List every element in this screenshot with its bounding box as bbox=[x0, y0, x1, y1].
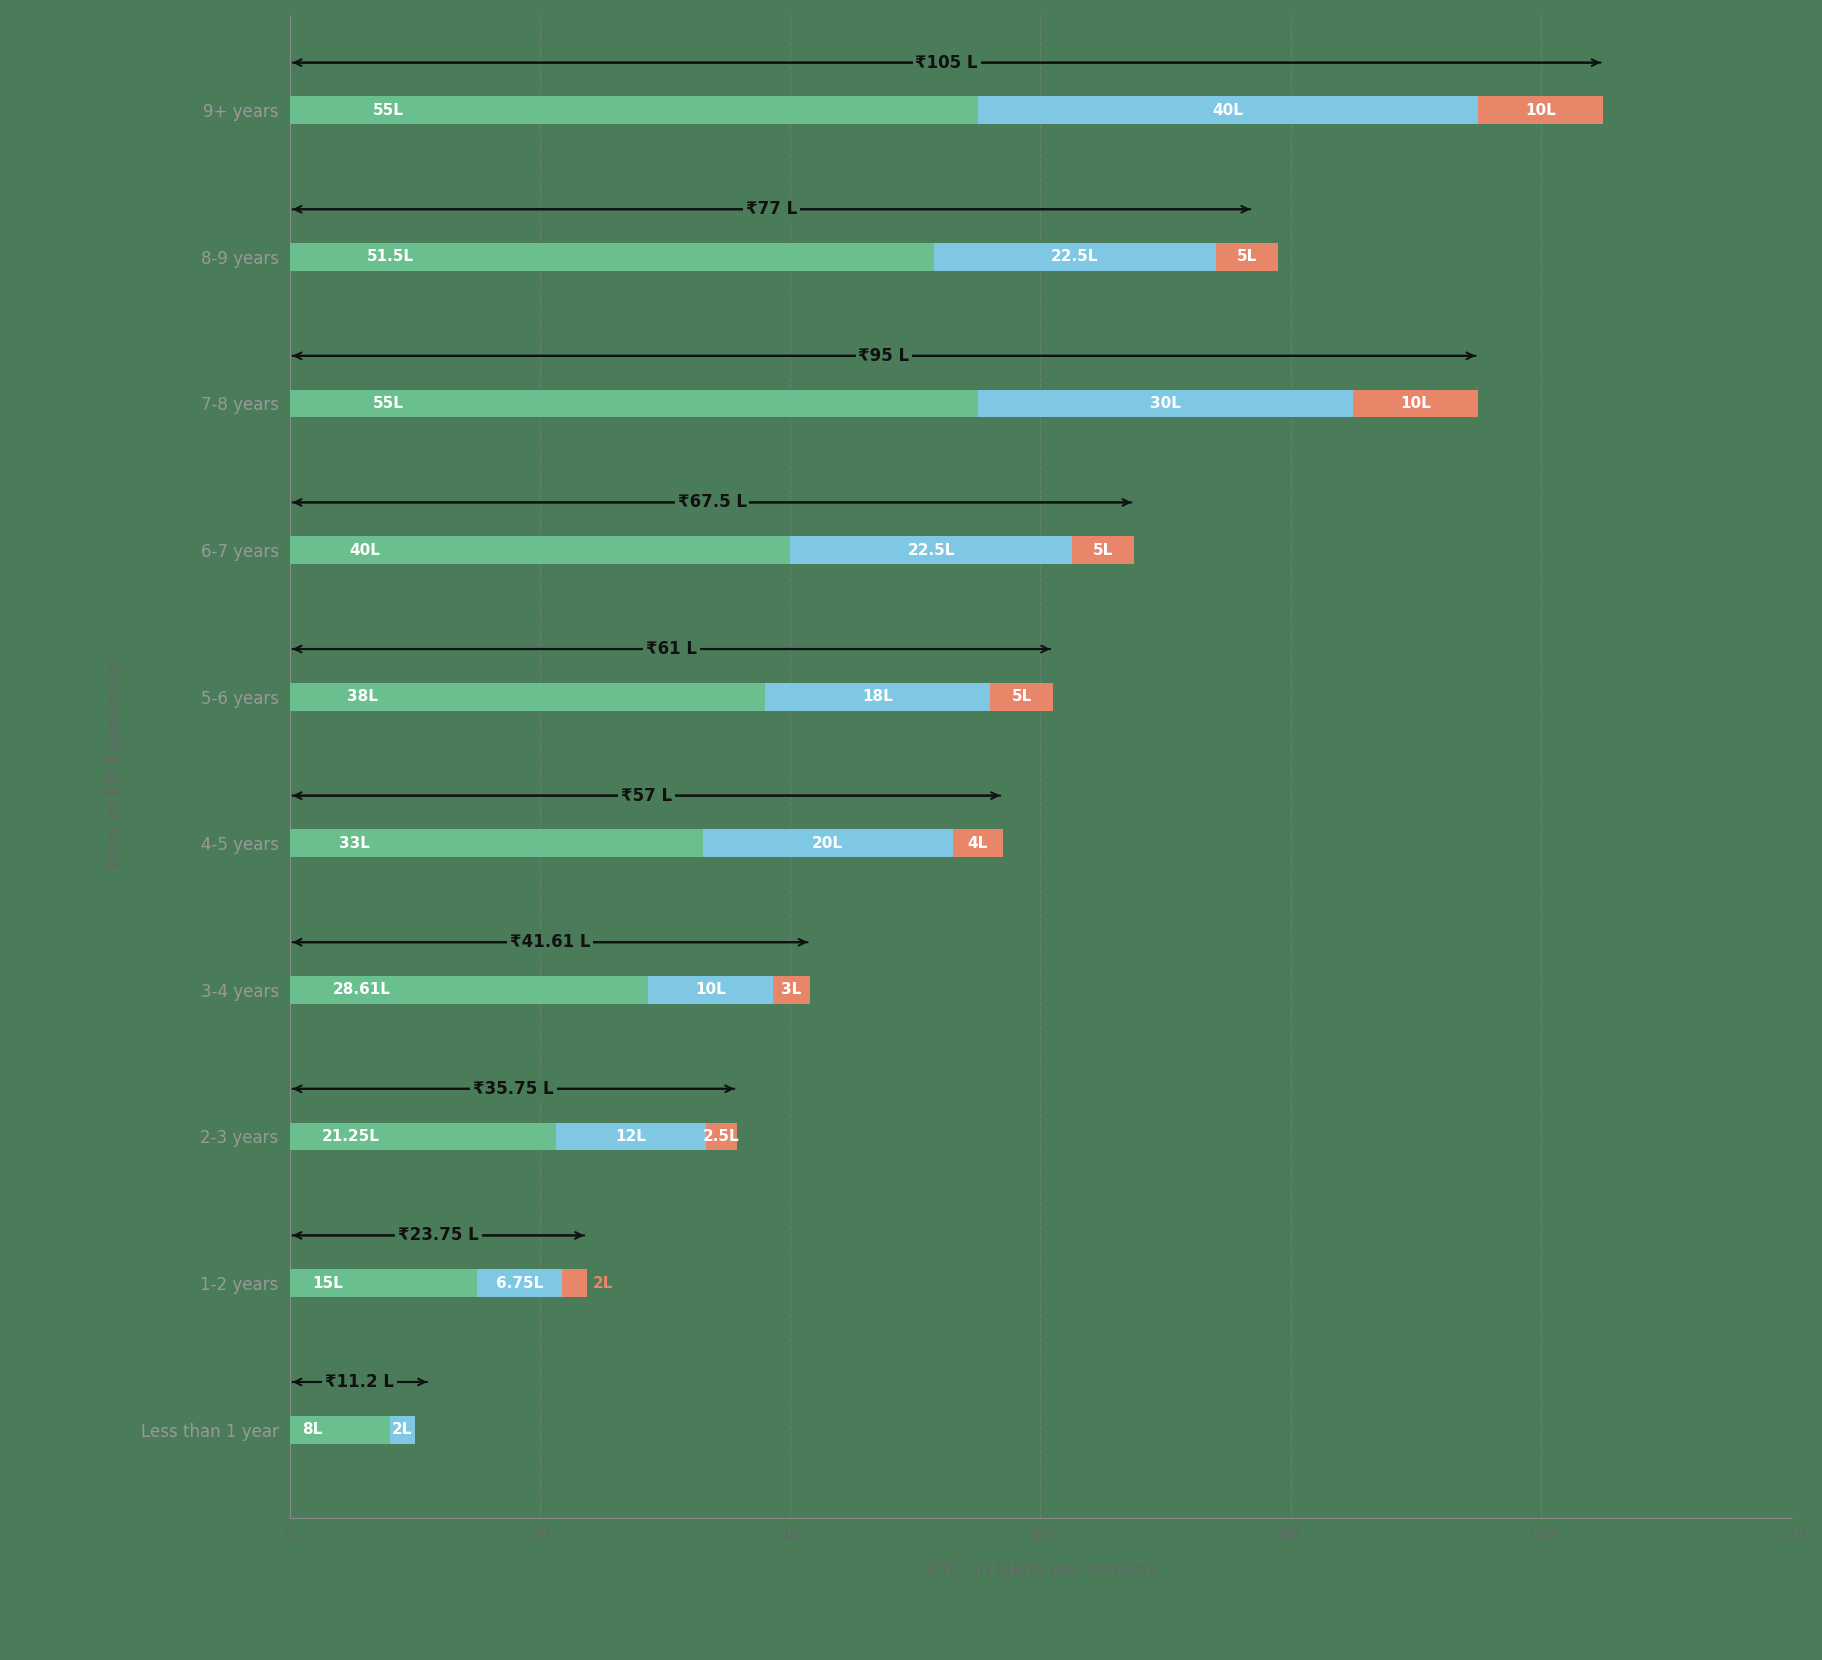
Text: 38L: 38L bbox=[346, 689, 377, 704]
Text: 2L: 2L bbox=[594, 1275, 614, 1290]
Text: 40L: 40L bbox=[350, 543, 381, 558]
Text: 2L: 2L bbox=[392, 1423, 412, 1438]
Text: 5L: 5L bbox=[1237, 249, 1257, 264]
Text: 10L: 10L bbox=[1525, 103, 1556, 118]
Bar bbox=[1215, 242, 1279, 271]
Bar bbox=[991, 682, 1053, 710]
Bar bbox=[935, 242, 1215, 271]
Text: 18L: 18L bbox=[862, 689, 893, 704]
Text: ₹11.2 L: ₹11.2 L bbox=[326, 1373, 394, 1391]
Bar bbox=[477, 1270, 561, 1296]
Text: 5L: 5L bbox=[1011, 689, 1031, 704]
Text: 5L: 5L bbox=[1093, 543, 1113, 558]
Bar bbox=[765, 682, 991, 710]
Text: 15L: 15L bbox=[312, 1275, 343, 1290]
Bar bbox=[561, 1270, 587, 1296]
Bar bbox=[290, 976, 647, 1004]
Bar bbox=[1071, 536, 1135, 564]
Text: 22.5L: 22.5L bbox=[907, 543, 955, 558]
Bar bbox=[290, 1122, 556, 1150]
Bar bbox=[290, 390, 978, 417]
Text: 51.5L: 51.5L bbox=[366, 249, 414, 264]
Bar bbox=[647, 976, 773, 1004]
Text: ₹77 L: ₹77 L bbox=[745, 201, 796, 217]
Text: ₹35.75 L: ₹35.75 L bbox=[474, 1079, 554, 1097]
Bar bbox=[290, 242, 935, 271]
Text: 40L: 40L bbox=[1213, 103, 1244, 118]
Y-axis label: Years of PM Experience: Years of PM Experience bbox=[106, 662, 124, 872]
Text: 10L: 10L bbox=[1401, 397, 1430, 412]
Bar bbox=[290, 830, 703, 857]
Bar bbox=[703, 830, 953, 857]
Text: ₹61 L: ₹61 L bbox=[645, 641, 696, 657]
Text: 10L: 10L bbox=[694, 983, 725, 998]
Text: ₹57 L: ₹57 L bbox=[621, 787, 672, 805]
Text: ₹95 L: ₹95 L bbox=[858, 347, 909, 365]
Text: 33L: 33L bbox=[339, 835, 370, 852]
Bar bbox=[390, 1416, 415, 1444]
Bar bbox=[791, 536, 1071, 564]
Text: 12L: 12L bbox=[616, 1129, 647, 1144]
Text: 21.25L: 21.25L bbox=[322, 1129, 379, 1144]
Text: 55L: 55L bbox=[372, 397, 403, 412]
Text: 3L: 3L bbox=[782, 983, 802, 998]
Bar bbox=[290, 536, 791, 564]
Bar bbox=[290, 1270, 477, 1296]
Bar bbox=[290, 682, 765, 710]
Text: ₹67.5 L: ₹67.5 L bbox=[678, 493, 747, 511]
Text: 20L: 20L bbox=[813, 835, 844, 852]
Text: 2.5L: 2.5L bbox=[703, 1129, 740, 1144]
Text: 8L: 8L bbox=[302, 1423, 322, 1438]
Text: 30L: 30L bbox=[1150, 397, 1181, 412]
Bar bbox=[773, 976, 811, 1004]
Text: 22.5L: 22.5L bbox=[1051, 249, 1099, 264]
Bar bbox=[290, 96, 978, 124]
Bar bbox=[978, 96, 1478, 124]
Bar bbox=[1354, 390, 1478, 417]
Text: ₹23.75 L: ₹23.75 L bbox=[397, 1227, 479, 1245]
X-axis label: CTC (in lakhs per annum): CTC (in lakhs per annum) bbox=[926, 1560, 1155, 1579]
Text: 6.75L: 6.75L bbox=[496, 1275, 543, 1290]
Bar bbox=[290, 1416, 390, 1444]
Bar bbox=[953, 830, 1002, 857]
Bar bbox=[1478, 96, 1603, 124]
Bar bbox=[978, 390, 1354, 417]
Bar bbox=[705, 1122, 738, 1150]
Text: 28.61L: 28.61L bbox=[333, 983, 390, 998]
Text: 4L: 4L bbox=[967, 835, 988, 852]
Bar bbox=[556, 1122, 705, 1150]
Text: ₹41.61 L: ₹41.61 L bbox=[510, 933, 590, 951]
Text: 55L: 55L bbox=[372, 103, 403, 118]
Text: ₹105 L: ₹105 L bbox=[915, 53, 978, 71]
